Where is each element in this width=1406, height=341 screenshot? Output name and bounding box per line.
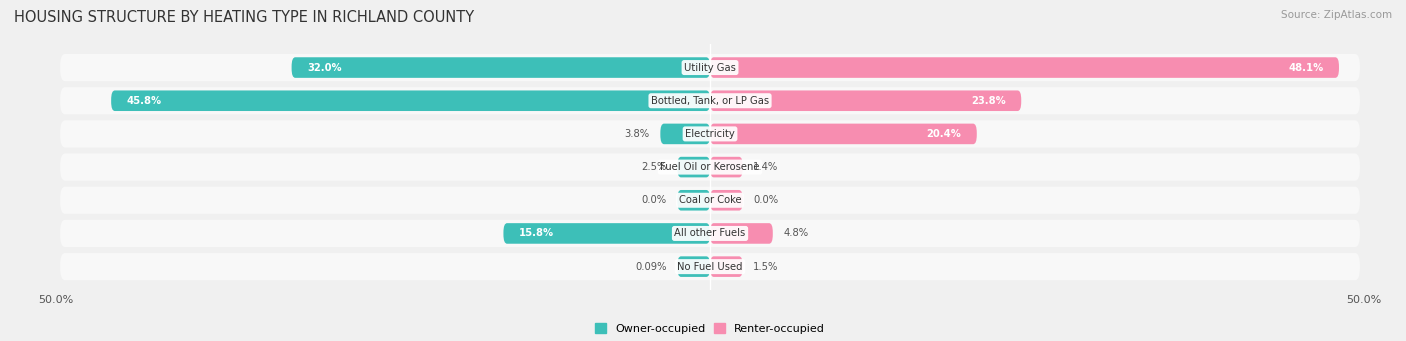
FancyBboxPatch shape (661, 124, 710, 144)
Text: 32.0%: 32.0% (308, 62, 342, 73)
FancyBboxPatch shape (710, 223, 773, 244)
Text: Source: ZipAtlas.com: Source: ZipAtlas.com (1281, 10, 1392, 20)
Text: No Fuel Used: No Fuel Used (678, 262, 742, 272)
Text: 1.5%: 1.5% (754, 262, 779, 272)
Text: 0.0%: 0.0% (754, 195, 779, 205)
FancyBboxPatch shape (678, 157, 710, 177)
FancyBboxPatch shape (503, 223, 710, 244)
FancyBboxPatch shape (710, 190, 742, 210)
FancyBboxPatch shape (710, 256, 742, 277)
FancyBboxPatch shape (60, 187, 1360, 214)
FancyBboxPatch shape (710, 157, 742, 177)
Text: 20.4%: 20.4% (927, 129, 962, 139)
FancyBboxPatch shape (111, 90, 710, 111)
Text: Electricity: Electricity (685, 129, 735, 139)
FancyBboxPatch shape (60, 153, 1360, 181)
Text: 2.5%: 2.5% (641, 162, 666, 172)
Text: 15.8%: 15.8% (519, 228, 554, 238)
FancyBboxPatch shape (60, 120, 1360, 148)
Text: HOUSING STRUCTURE BY HEATING TYPE IN RICHLAND COUNTY: HOUSING STRUCTURE BY HEATING TYPE IN RIC… (14, 10, 474, 25)
Text: 45.8%: 45.8% (127, 96, 162, 106)
FancyBboxPatch shape (60, 220, 1360, 247)
Legend: Owner-occupied, Renter-occupied: Owner-occupied, Renter-occupied (591, 319, 830, 338)
FancyBboxPatch shape (60, 54, 1360, 81)
FancyBboxPatch shape (710, 124, 977, 144)
Text: Utility Gas: Utility Gas (685, 62, 735, 73)
FancyBboxPatch shape (678, 256, 710, 277)
FancyBboxPatch shape (710, 90, 1021, 111)
FancyBboxPatch shape (60, 253, 1360, 280)
Text: Fuel Oil or Kerosene: Fuel Oil or Kerosene (661, 162, 759, 172)
Text: 1.4%: 1.4% (754, 162, 779, 172)
FancyBboxPatch shape (678, 190, 710, 210)
Text: Bottled, Tank, or LP Gas: Bottled, Tank, or LP Gas (651, 96, 769, 106)
Text: 3.8%: 3.8% (624, 129, 650, 139)
Text: 4.8%: 4.8% (783, 228, 808, 238)
Text: 23.8%: 23.8% (970, 96, 1005, 106)
Text: 48.1%: 48.1% (1288, 62, 1323, 73)
Text: Coal or Coke: Coal or Coke (679, 195, 741, 205)
FancyBboxPatch shape (291, 57, 710, 78)
Text: All other Fuels: All other Fuels (675, 228, 745, 238)
FancyBboxPatch shape (710, 57, 1339, 78)
Text: 0.09%: 0.09% (636, 262, 666, 272)
FancyBboxPatch shape (60, 87, 1360, 114)
Text: 0.0%: 0.0% (641, 195, 666, 205)
